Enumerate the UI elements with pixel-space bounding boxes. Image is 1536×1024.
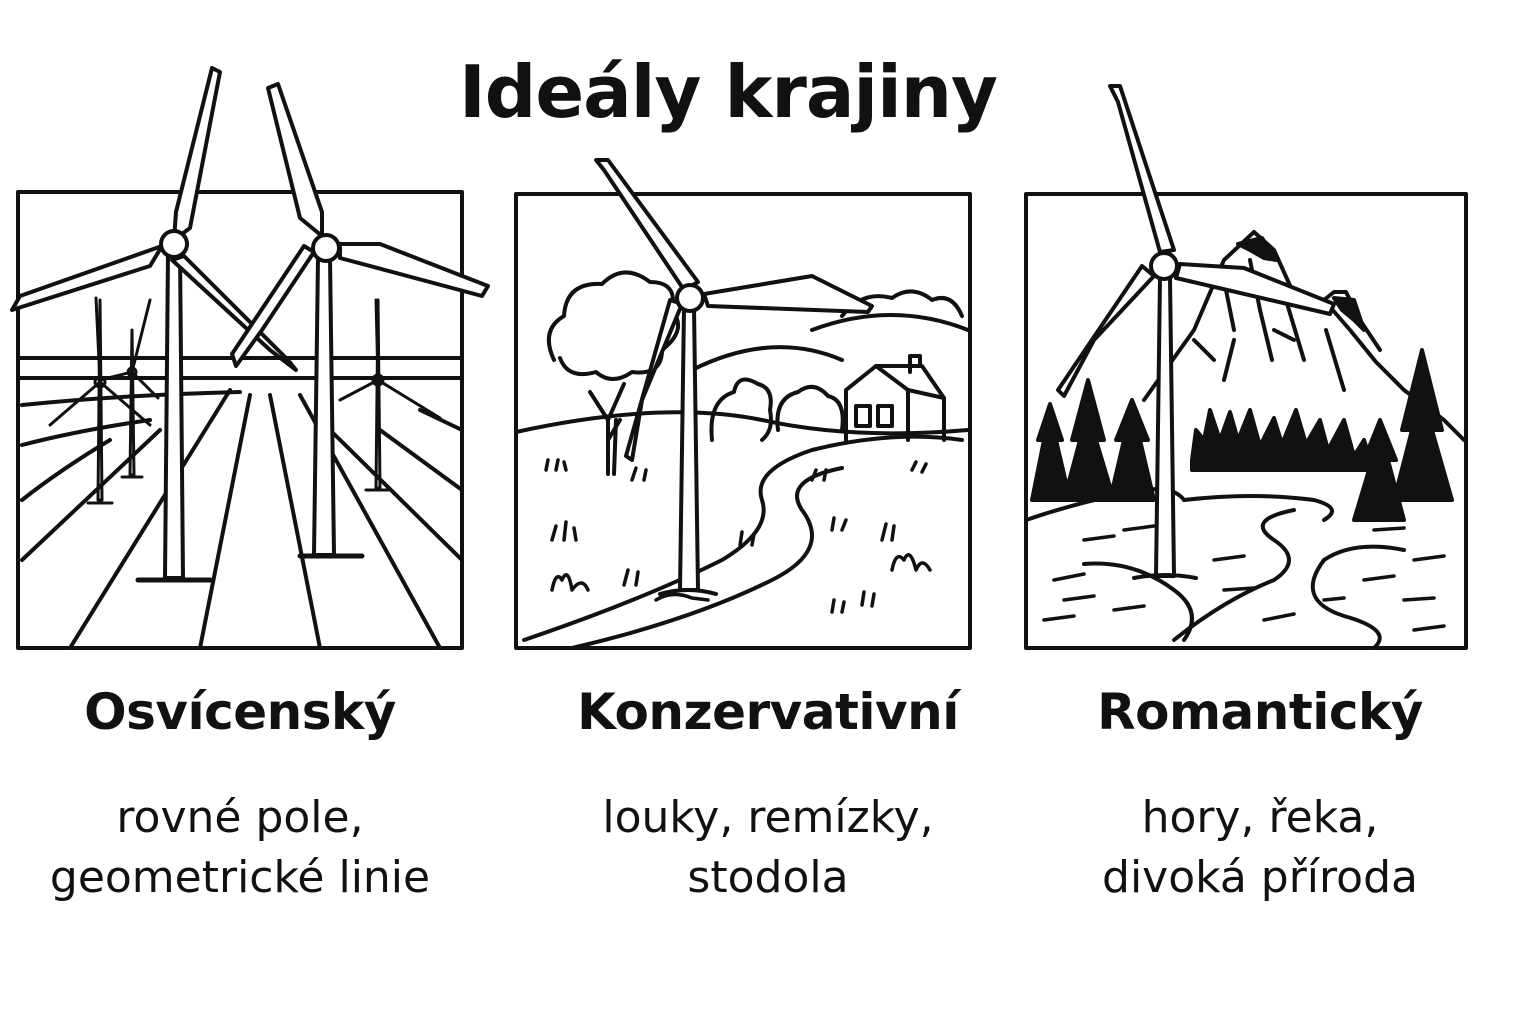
wind-turbine-meadow-barn-icon [514, 158, 972, 650]
description-line: stodola [687, 852, 849, 903]
wind-turbine-mountains-river-icon [1024, 84, 1468, 650]
heading-conservative: Konzervativní [577, 683, 959, 741]
description-conservative: louky, remízky, stodola [512, 788, 1024, 908]
heading-romantic: Romantický [1097, 683, 1423, 741]
panel-romantic: Romantický hory, řeka, divoká příroda [1024, 0, 1536, 1024]
page-title: Ideály krajiny [459, 50, 998, 134]
description-line: rovné pole, [116, 792, 364, 843]
panel-enlightenment: Osvícenský rovné pole, geometrické linie [0, 0, 512, 1024]
description-line: divoká příroda [1102, 852, 1418, 903]
description-line: hory, řeka, [1141, 792, 1379, 843]
panel-conservative: Konzervativní louky, remízky, stodola [512, 0, 1024, 1024]
description-line: geometrické linie [49, 852, 431, 903]
wind-farm-geometric-fields-icon [10, 66, 490, 650]
description-romantic: hory, řeka, divoká příroda [1004, 788, 1516, 908]
description-enlightenment: rovné pole, geometrické linie [0, 788, 496, 908]
heading-enlightenment: Osvícenský [84, 683, 396, 741]
description-line: louky, remízky, [602, 792, 934, 843]
